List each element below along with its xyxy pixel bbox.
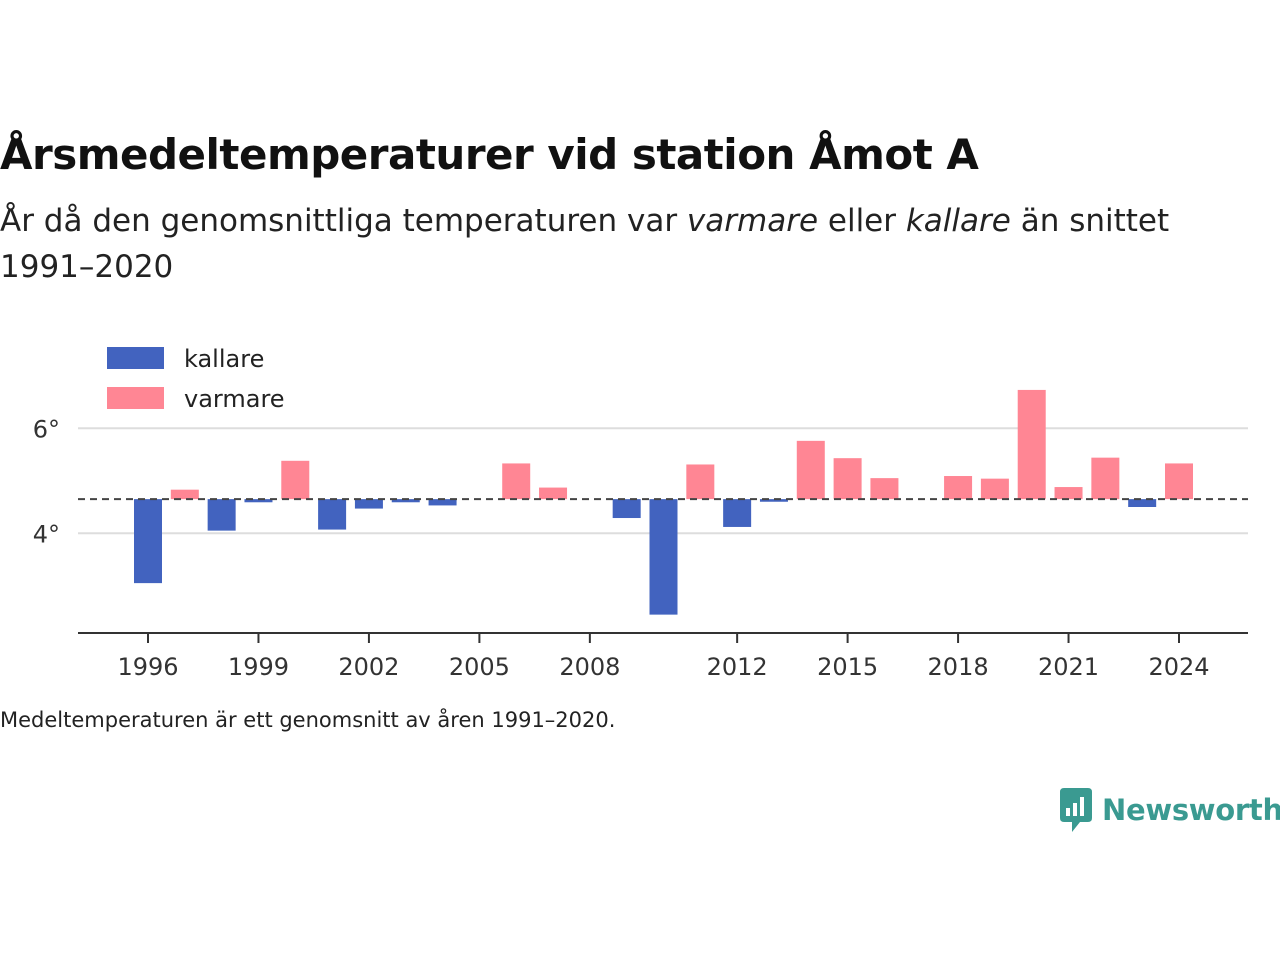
x-tick-label: 2012 [707,653,768,681]
bar-1997 [170,489,199,500]
bar-2001 [318,499,347,530]
bar-1999 [244,499,273,503]
x-tick-label: 2018 [928,653,989,681]
x-tick-label: 2024 [1148,653,1209,681]
x-tick-label: 1999 [228,653,289,681]
bar-2013 [759,499,788,502]
bar-2022 [1091,457,1120,500]
bar-2004 [428,499,457,506]
bar-2018 [944,476,973,500]
subtitle-cold-word: kallare [905,203,1011,239]
legend-swatch-varmare [107,387,164,409]
bar-2000 [281,460,310,500]
bar-2007 [539,487,568,500]
bar-2021 [1054,487,1083,500]
x-tick-label: 2002 [338,653,399,681]
bar-2003 [391,499,420,503]
bar-2024 [1165,463,1193,500]
bar-2012 [723,499,752,527]
y-tick-label: 4° [33,520,60,548]
bar-1998 [207,499,236,531]
legend: kallare varmare [98,334,300,418]
bar-2010 [649,499,678,615]
subtitle-part-1: År då den genomsnittliga temperaturen va… [0,203,687,239]
bar-2016 [870,478,899,500]
bar-layer [134,389,1193,615]
chart-title: Årsmedeltemperaturer vid station Åmot A [0,130,979,179]
bar-2023 [1128,499,1157,507]
bar-2006 [502,463,531,500]
bar-2020 [1017,389,1046,500]
chart-subtitle: År då den genomsnittliga temperaturen va… [0,198,1230,290]
bar-2002 [354,499,383,509]
x-tick-label: 2021 [1038,653,1099,681]
footnote: Medeltemperaturen är ett genomsnitt av å… [0,708,616,732]
legend-swatch-kallare [107,347,164,369]
subtitle-part-2: eller [818,203,906,239]
brand-name: Newsworthy [1102,793,1280,827]
bar-2015 [833,458,862,500]
bar-2014 [796,440,825,500]
bar-2011 [686,464,715,500]
brand-logo: Newsworthy [1058,788,1280,832]
subtitle-part-3: än snittet 1991–2020 [0,203,1170,285]
x-tick-label: 2015 [817,653,878,681]
bar-1996 [134,499,162,584]
legend-label-kallare: kallare [184,345,264,373]
bar-2019 [980,478,1009,500]
x-tick-label: 1996 [117,653,178,681]
legend-label-varmare: varmare [184,385,285,413]
x-tick-label: 2008 [559,653,620,681]
axis-layer: 4° 6° 1996 1999 2002 2005 2008 2012 2015 2018 2021… [33,415,1248,681]
y-tick-label: 6° [33,415,60,443]
temperature-bar-chart: 4° 6° 1996 1999 2002 2005 2008 2012 2015 2018 2021… [33,334,1248,681]
newsworthy-logo-icon [1060,788,1092,832]
bar-2009 [612,499,641,519]
x-tick-label: 2005 [449,653,510,681]
subtitle-warm-word: varmare [686,203,819,239]
